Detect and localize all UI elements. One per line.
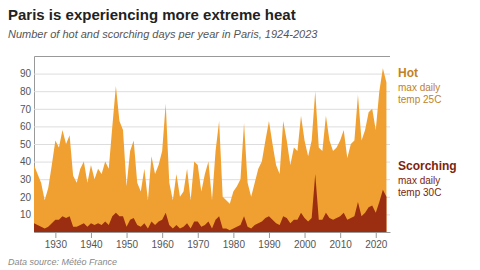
series-name: Scorching [398,159,457,173]
tick-line [198,232,199,238]
x-tick: 1950 [116,232,139,250]
grid-line [34,144,390,145]
x-tick: 1970 [187,232,210,250]
tick-line [305,232,306,238]
tick-line [233,232,234,238]
x-axis-line [35,232,391,233]
y-tick: 60 [20,121,390,132]
annotation: max daily [398,82,440,93]
x-tick-label: 1960 [152,239,175,250]
annotation: temp 30C [398,187,441,198]
tick-line [162,232,163,238]
area [34,174,386,232]
y-tick: 50 [20,139,390,150]
y-axis: 10 20 30 40 50 60 70 80 90 [20,57,390,233]
area [34,68,386,232]
y-axis-line [35,57,391,233]
x-tick-label: 1950 [116,239,139,250]
x-tick-label: 1940 [80,239,103,250]
tick-line [269,232,270,238]
y-tick: 80 [20,86,390,97]
y-tick-label: 30 [20,174,32,185]
x-tick: 1940 [80,232,103,250]
y-tick-label: 60 [20,121,32,132]
annotation: max daily [398,175,440,186]
x-tick: 2020 [365,232,388,250]
x-tick-label: 2010 [330,239,353,250]
y-tick: 90 [20,68,390,79]
y-tick-label: 70 [20,104,32,115]
x-tick-label: 2020 [365,239,388,250]
annotation: temp 25C [398,94,441,105]
grid-line [34,109,390,110]
x-tick: 1930 [45,232,68,250]
y-tick-label: 20 [20,192,32,203]
tick-line [340,232,341,238]
title: Paris is experiencing more extreme heat [8,6,296,23]
x-axis: 1930 1940 1950 1960 1970 1980 1990 2000 2010 2020 [35,232,391,250]
areas [34,68,386,232]
y-tick-label: 80 [20,86,32,97]
tick-line [55,232,56,238]
x-tick: 1990 [258,232,281,250]
source: Data source: Météo France [8,257,117,267]
x-tick-label: 1980 [223,239,246,250]
y-tick-label: 50 [20,139,32,150]
plot: 1020304050607080901930194019501960197019… [20,57,391,251]
y-tick-label: 90 [20,68,32,79]
y-tick-label: 10 [20,209,32,220]
x-tick: 2000 [294,232,317,250]
x-tick: 1980 [223,232,246,250]
series-name: Hot [398,66,418,80]
chart: Paris is experiencing more extreme heat N… [0,0,480,270]
x-tick-label: 1990 [258,239,281,250]
tick-line [127,232,128,238]
grid-line [34,126,390,127]
x-tick-label: 2000 [294,239,317,250]
tick-line [91,232,92,238]
series-label: Scorching max dailytemp 30C [398,159,457,198]
tick-line [376,232,377,238]
subtitle: Number of hot and scorching days per yea… [8,28,318,40]
series-label: Hot max dailytemp 25C [398,66,441,105]
grid-line [34,74,390,75]
x-tick: 2010 [330,232,353,250]
y-tick-label: 40 [20,156,32,167]
y-tick: 70 [20,104,390,115]
x-tick-label: 1930 [45,239,68,250]
x-tick: 1960 [152,232,175,250]
x-tick-label: 1970 [187,239,210,250]
grid-line [34,91,390,92]
